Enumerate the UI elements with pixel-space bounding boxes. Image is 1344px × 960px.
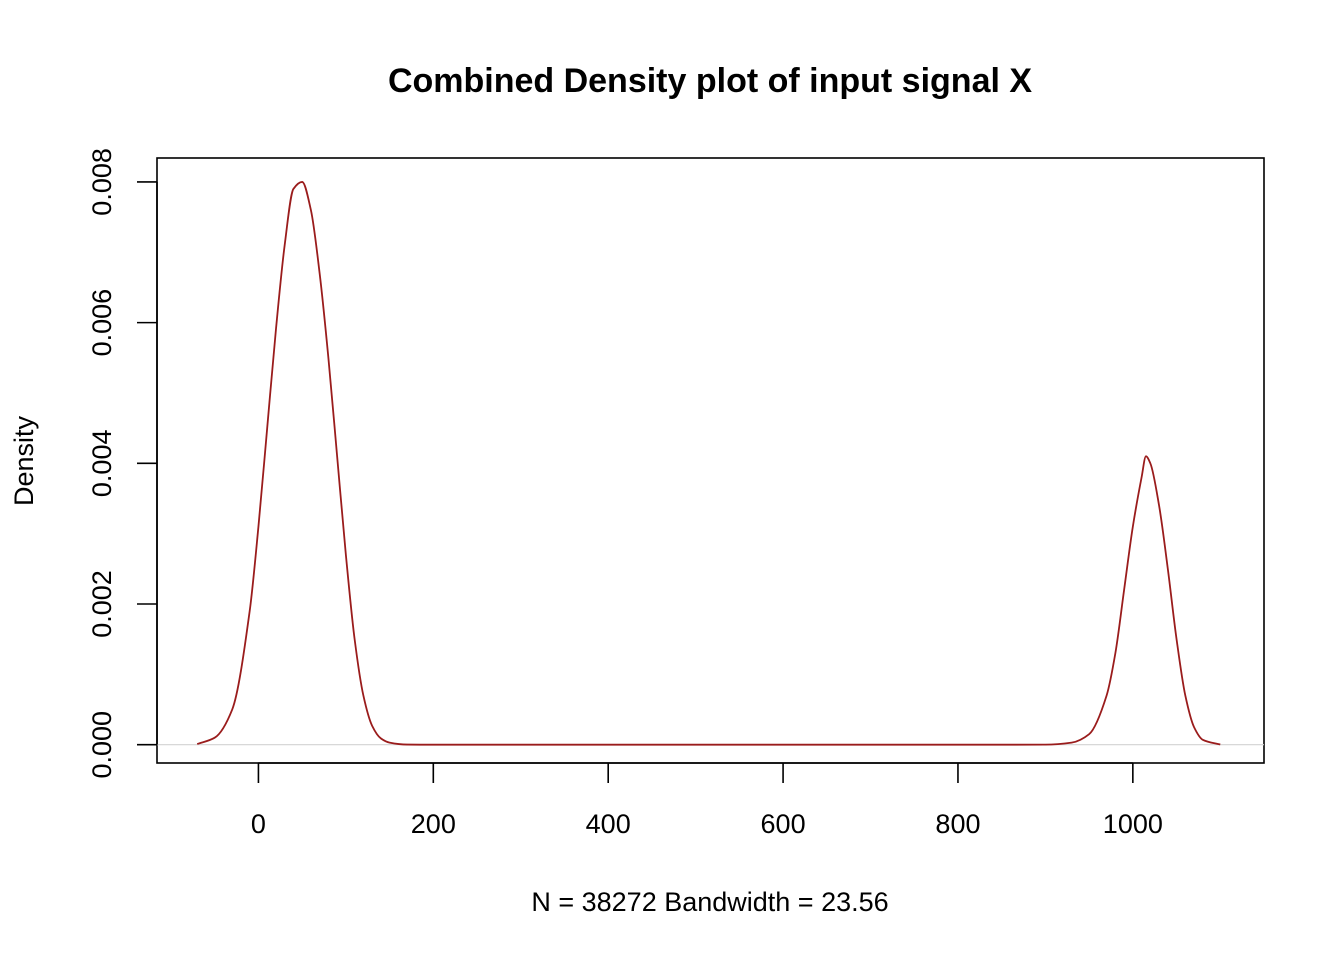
x-tick-label: 200: [411, 809, 456, 839]
y-tick-label: 0.006: [87, 289, 117, 357]
y-axis: 0.000 0.002 0.004 0.006 0.008: [87, 148, 158, 779]
y-tick-label: 0.002: [87, 570, 117, 638]
y-tick-label: 0.008: [87, 148, 117, 216]
y-tick-label: 0.004: [87, 430, 117, 498]
chart-title: Combined Density plot of input signal X: [388, 62, 1032, 100]
x-axis-label: N = 38272 Bandwidth = 23.56: [531, 887, 888, 917]
x-tick-label: 0: [251, 809, 266, 839]
plot-frame: [156, 157, 1265, 764]
y-axis-label: Density: [9, 415, 39, 506]
x-axis: 0 200 400 600 800 1000: [251, 762, 1163, 839]
x-tick-label: 600: [761, 809, 806, 839]
y-tick-label: 0.000: [87, 711, 117, 779]
x-tick-label: 800: [935, 809, 980, 839]
density-curve: [196, 181, 1221, 746]
x-tick-label: 1000: [1103, 809, 1163, 839]
x-tick-label: 400: [586, 809, 631, 839]
